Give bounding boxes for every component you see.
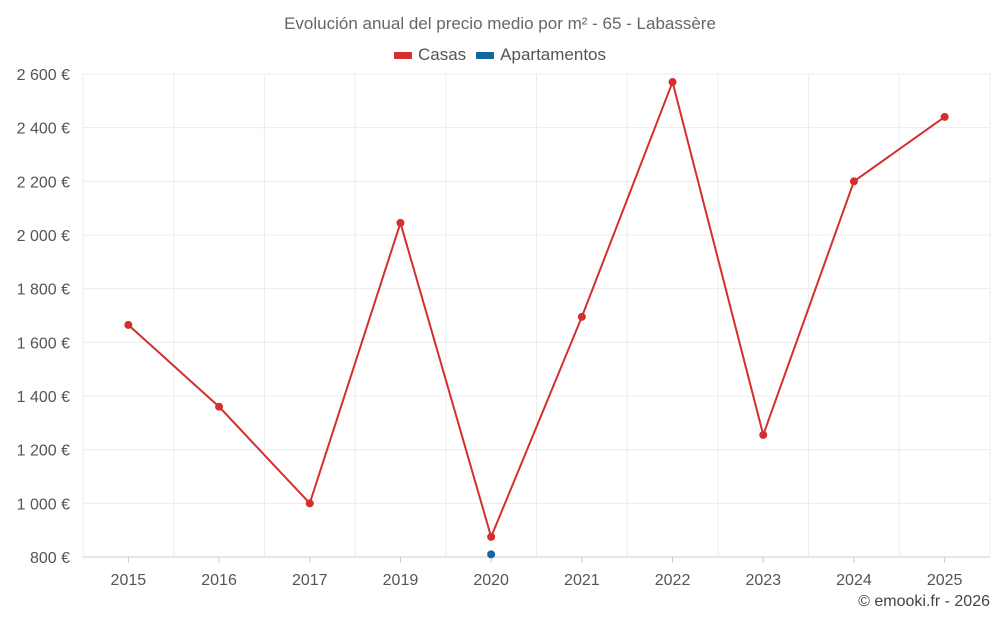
y-tick-label: 2 600 €: [17, 67, 70, 84]
y-tick-label: 1 800 €: [17, 282, 70, 299]
y-tick-label: 1 600 €: [17, 335, 70, 352]
x-tick-label: 2015: [111, 572, 147, 589]
legend-item-apartamentos[interactable]: Apartamentos: [476, 45, 606, 65]
y-tick-label: 2 200 €: [17, 174, 70, 191]
x-tick-label: 2025: [927, 572, 963, 589]
x-tick-label: 2017: [292, 572, 328, 589]
x-tick-label: 2024: [836, 572, 872, 589]
data-point-casas: [849, 177, 858, 186]
x-tick-label: 2020: [473, 572, 509, 589]
x-tick-label: 2021: [564, 572, 600, 589]
data-point-casas: [487, 532, 496, 541]
data-point-casas: [215, 402, 224, 411]
data-point-casas: [668, 78, 677, 87]
y-tick-label: 1 000 €: [17, 496, 70, 513]
y-tick-label: 2 400 €: [17, 121, 70, 138]
y-tick-label: 800 €: [30, 550, 70, 567]
legend-item-casas[interactable]: Casas: [393, 45, 467, 65]
legend-label-casas: Casas: [417, 45, 467, 64]
data-point-casas: [940, 112, 949, 121]
legend-swatch-casas: [393, 51, 412, 59]
credit: © emooki.fr - 2026: [858, 593, 990, 610]
y-tick-label: 1 400 €: [17, 389, 70, 406]
data-point-casas: [305, 499, 314, 508]
data-point-apartamentos: [487, 550, 496, 559]
chart-title: Evolución anual del precio medio por m² …: [284, 14, 716, 33]
data-point-casas: [124, 320, 133, 329]
x-tick-label: 2016: [201, 572, 237, 589]
y-tick-label: 2 000 €: [17, 228, 70, 245]
data-point-casas: [759, 430, 768, 439]
legend-label-apartamentos: Apartamentos: [500, 45, 607, 64]
data-point-casas: [396, 218, 405, 227]
y-tick-label: 1 200 €: [17, 443, 70, 460]
series-line-casas: [127, 81, 946, 538]
legend-swatch-apartamentos: [476, 51, 495, 59]
x-tick-label: 2023: [745, 572, 781, 589]
data-point-casas: [577, 312, 586, 321]
x-tick-label: 2022: [655, 572, 691, 589]
legend: Casas Apartamentos: [0, 45, 1000, 65]
x-tick-label: 2019: [383, 572, 419, 589]
